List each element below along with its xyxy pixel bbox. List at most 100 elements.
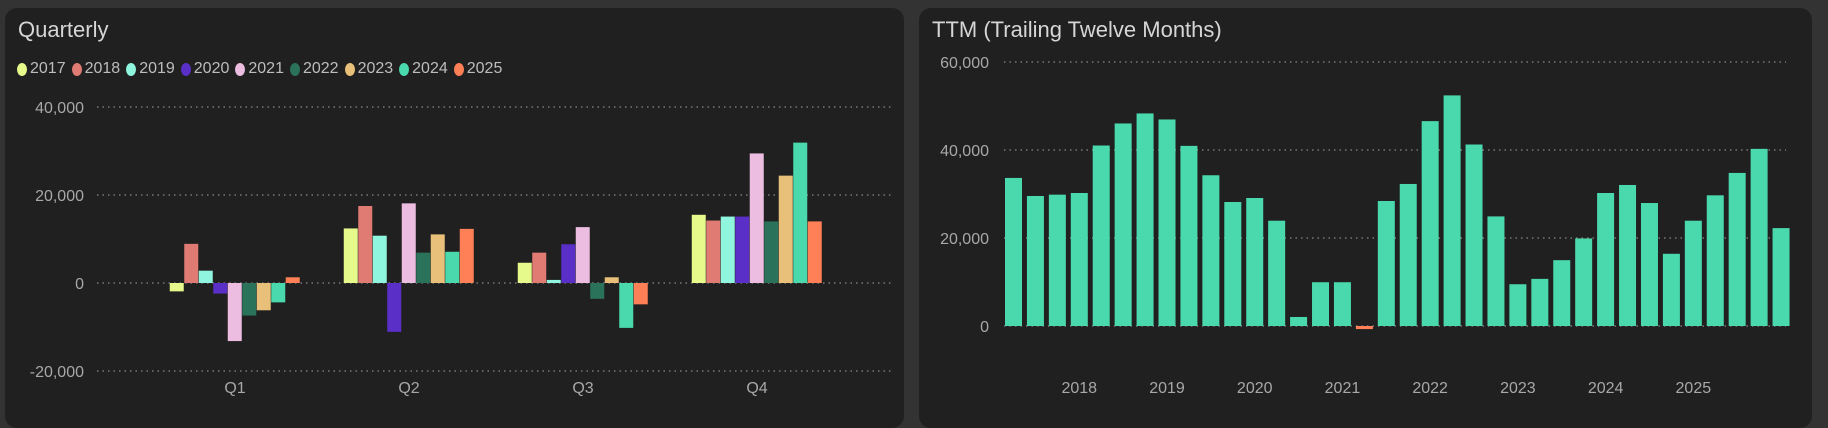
legend-dot-icon [289,62,300,76]
bar-2017-Q4 [691,214,706,283]
bar-2025-Q2 [459,228,474,283]
legend-item-2017[interactable]: 2017 [17,60,66,78]
bar-2025-Q1 [285,277,300,283]
legend-item-2021[interactable]: 2021 [235,60,284,78]
legend-label: 2017 [30,60,66,77]
ttm-bar [1706,195,1724,326]
ttm-bar [1399,183,1417,326]
legend-label: 2018 [84,60,121,77]
y-tick-label: 60,000 [940,55,989,72]
bar-2024-Q2 [445,251,460,283]
ttm-panel: TTM (Trailing Twelve Months) 0 20,000 40,0… [919,8,1812,428]
bar-2017-Q1 [169,283,184,292]
quarterly-chart: -20,000 0 20,000 40,000 Q1 Q2 Q3 Q4 [30,100,891,397]
bar-2024-Q3 [619,283,634,328]
ttm-bar [1619,184,1637,326]
legend-dot-icon [71,62,82,76]
ttm-bar [1005,177,1022,326]
legend-label: 2019 [139,60,175,77]
ttm-bar [1070,192,1088,326]
legend-item-2023[interactable]: 2023 [344,60,394,78]
ttm-bar [1268,220,1286,326]
ttm-bar [1202,175,1220,326]
legend-label: 2022 [302,60,339,77]
legend-label: 2024 [412,60,448,77]
bar-2022-Q4 [764,221,779,283]
ttm-title: TTM (Trailing Twelve Months) [932,17,1222,42]
x-tick-label: 2022 [1412,380,1448,397]
ttm-bar [1750,148,1768,326]
ttm-bar [1640,203,1658,326]
legend-item-2020[interactable]: 2020 [180,60,229,78]
ttm-bar [1728,172,1746,326]
x-tick-label: Q2 [398,380,419,397]
x-tick-label: 2020 [1237,380,1273,397]
bar-2025-Q3 [633,283,648,305]
bar-2018-Q3 [532,252,547,283]
ttm-bar [1662,253,1680,326]
ttm-bar [1136,113,1154,326]
ttm-bar [1553,260,1571,326]
x-tick-label: Q1 [224,380,245,397]
x-tick-label: 2018 [1061,380,1097,397]
y-tick-label: 20,000 [35,188,84,205]
y-tick-label: 40,000 [35,100,84,117]
legend-label: 2021 [248,60,284,77]
legend-dot-icon [344,62,355,76]
x-tick-label: 2025 [1676,380,1712,397]
ttm-bar [1487,216,1505,326]
y-tick-label: -20,000 [30,364,84,381]
bar-2021-Q4 [749,153,764,283]
legend-dot-icon [180,62,191,76]
ttm-bar [1465,144,1483,326]
ttm-bar [1443,95,1461,327]
legend-label: 2025 [466,60,503,77]
bar-2021-Q2 [401,203,416,283]
legend-item-2019[interactable]: 2019 [126,60,175,78]
ttm-bar [1333,282,1351,326]
bar-2020-Q2 [387,283,402,332]
bar-2023-Q4 [778,175,793,283]
legend-dot-icon [453,62,464,76]
bar-2019-Q3 [546,279,561,283]
bar-2024-Q4 [793,142,808,283]
x-tick-label: 2019 [1149,380,1185,397]
ttm-bar [1290,316,1308,326]
legend-label: 2023 [357,60,394,77]
ttm-bar [1684,220,1702,326]
ttm-bar [1377,200,1395,326]
legend-item-2018[interactable]: 2018 [71,60,121,78]
x-tick-label: Q4 [746,380,767,397]
ttm-bar [1114,123,1132,326]
x-tick-label: Q3 [572,380,593,397]
bar-2023-Q2 [430,234,445,283]
legend-item-2024[interactable]: 2024 [399,60,448,78]
bar-2023-Q1 [256,283,271,311]
y-tick-label: 40,000 [940,143,989,160]
bar-2019-Q2 [372,235,387,283]
legend-item-2022[interactable]: 2022 [289,60,339,78]
x-tick-label: 2021 [1325,380,1361,397]
quarterly-title: Quarterly [18,17,109,42]
bar-2021-Q1 [227,283,242,342]
bar-2020-Q3 [561,244,576,283]
legend-item-2025[interactable]: 2025 [453,60,503,78]
ttm-bar [1092,145,1110,326]
bar-2022-Q3 [590,283,605,299]
y-tick-label: 0 [980,319,989,336]
bar-2020-Q4 [735,216,750,283]
ttm-bar [1246,198,1264,326]
bar-2024-Q1 [271,283,286,303]
ttm-chart: 0 20,000 40,000 60,000 2018 2019 2020 2021 2022 2… [940,55,1790,397]
legend-dot-icon [126,62,137,76]
bar-2017-Q2 [343,228,358,283]
y-tick-label: 0 [75,276,84,293]
legend-dot-icon [17,62,27,76]
bar-2020-Q1 [213,283,228,294]
bar-2019-Q4 [720,216,735,283]
ttm-bar [1531,278,1549,326]
ttm-bar [1509,284,1527,326]
quarterly-panel: Quarterly 2017 2018 2019 2020 2021 2022 2023 20… [5,8,904,428]
ttm-bar [1180,145,1198,326]
ttm-bar [1421,121,1439,326]
